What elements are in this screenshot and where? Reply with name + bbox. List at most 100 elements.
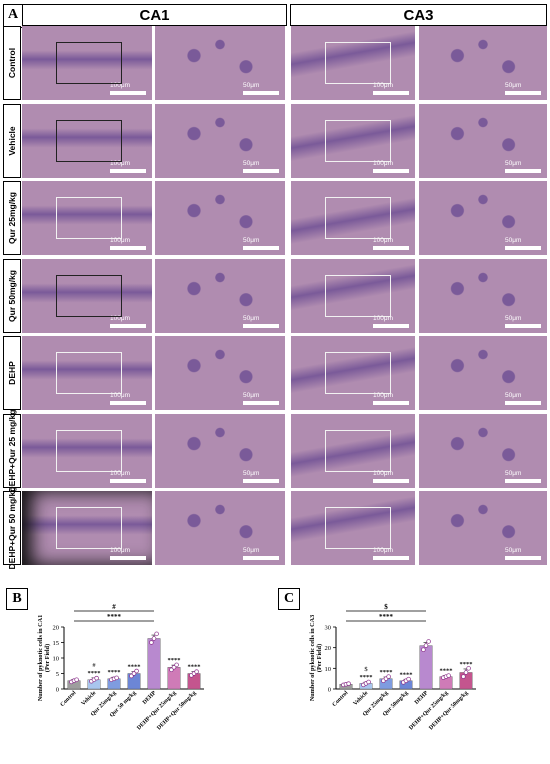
scale-bar bbox=[243, 91, 279, 95]
data-point bbox=[461, 674, 466, 679]
micrograph-ca1-high-1 bbox=[155, 103, 285, 178]
micrograph-ca1-low-4 bbox=[22, 336, 152, 410]
data-point bbox=[154, 631, 159, 637]
panel-letter-c: C bbox=[278, 588, 300, 610]
micrograph-ca3-high-6 bbox=[419, 491, 547, 565]
y-axis-label-line: (Per Field) bbox=[44, 644, 51, 672]
significance-bracket-label: $ bbox=[384, 603, 388, 611]
micrograph-ca1-low-5 bbox=[22, 413, 152, 488]
y-tick-label: 5 bbox=[56, 671, 59, 678]
scale-bar bbox=[243, 168, 279, 173]
scale-bar bbox=[110, 91, 146, 95]
data-point bbox=[446, 673, 451, 678]
micrograph-ca3-high-2 bbox=[419, 181, 547, 255]
y-axis-label-line: (Per Field) bbox=[316, 644, 323, 672]
bar-annotation-symbol: # bbox=[92, 662, 96, 669]
bar-4 bbox=[147, 638, 161, 690]
data-point bbox=[131, 671, 137, 676]
micrograph-ca1-high-3 bbox=[155, 258, 285, 333]
micrograph-ca1-high-5 bbox=[155, 413, 285, 488]
micrograph-ca3-high-1 bbox=[419, 103, 547, 178]
row-label-text: Qur 25mg/kg bbox=[7, 192, 17, 244]
bar-annotation-stars: **** bbox=[460, 661, 473, 668]
micrograph-ca3-low-3 bbox=[291, 258, 415, 333]
data-point bbox=[421, 647, 426, 652]
bar-annotation-stars: **** bbox=[360, 674, 373, 681]
region-of-interest-box bbox=[325, 274, 391, 317]
scale-bar bbox=[373, 478, 409, 483]
x-tick-label-4: DEHP bbox=[142, 690, 158, 706]
micrograph-ca1-low-6 bbox=[22, 491, 152, 565]
bar-annotation-stars: **** bbox=[108, 669, 121, 676]
panel-letter-a: A bbox=[3, 4, 23, 28]
scale-bar-label: 100μm bbox=[110, 547, 131, 554]
region-of-interest-box bbox=[325, 352, 391, 394]
data-point bbox=[171, 665, 177, 670]
scale-bar-label: 50μm bbox=[243, 392, 260, 399]
bar-annotation-stars: **** bbox=[128, 664, 141, 671]
x-tick-label-6: DEHP+Qur 50mg/kg bbox=[428, 690, 469, 731]
y-tick-label: 0 bbox=[328, 687, 331, 694]
row-label-4: DEHP bbox=[3, 336, 21, 410]
x-tick-label-1: Vehicle bbox=[353, 690, 370, 707]
bar-annotation-stars: **** bbox=[188, 664, 201, 671]
row-label-1: Vehicle bbox=[3, 103, 21, 178]
micrograph-ca3-low-2 bbox=[291, 181, 415, 255]
scale-bar-label: 100μm bbox=[110, 314, 131, 322]
data-point bbox=[426, 639, 431, 644]
data-point bbox=[169, 667, 174, 673]
y-axis-label: Number of pyknotic cells in CA3(Per Fiel… bbox=[309, 615, 323, 701]
data-point bbox=[149, 640, 154, 645]
y-tick-label: 20 bbox=[53, 625, 60, 632]
micrograph-ca3-high-5 bbox=[419, 413, 547, 488]
significance-bracket-label: **** bbox=[107, 613, 122, 621]
micrograph-ca1-low-3 bbox=[22, 258, 152, 333]
data-point bbox=[423, 643, 429, 648]
scale-bar-label: 100μm bbox=[373, 547, 394, 554]
scale-bar bbox=[373, 246, 409, 250]
row-label-3: Qur 50mg/kg bbox=[3, 258, 21, 333]
region-header-ca3: CA3 bbox=[290, 4, 547, 26]
scale-bar-label: 100μm bbox=[110, 392, 131, 399]
region-of-interest-box bbox=[56, 119, 122, 162]
scale-bar bbox=[243, 478, 279, 483]
scale-bar bbox=[505, 323, 541, 328]
region-of-interest-box bbox=[325, 507, 391, 549]
scale-bar bbox=[505, 556, 541, 560]
scale-bar-label: 100μm bbox=[373, 469, 394, 477]
scale-bar bbox=[110, 556, 146, 560]
scale-bar bbox=[373, 168, 409, 173]
scale-bar-label: 100μm bbox=[110, 237, 131, 244]
panel-letter-b: B bbox=[6, 588, 28, 610]
bar-annotation-stars: **** bbox=[400, 671, 413, 678]
scale-bar-label: 50μm bbox=[505, 314, 522, 322]
bar-annotation-stars: **** bbox=[440, 667, 453, 674]
scale-bar bbox=[110, 246, 146, 250]
scale-bar-label: 50μm bbox=[505, 392, 522, 399]
x-tick-label-0: Control bbox=[60, 690, 78, 708]
scale-bar bbox=[110, 323, 146, 328]
micrograph-ca3-low-4 bbox=[291, 336, 415, 410]
scale-bar bbox=[243, 323, 279, 328]
data-point bbox=[466, 666, 471, 671]
data-point bbox=[94, 675, 99, 681]
micrograph-ca3-low-6 bbox=[291, 491, 415, 565]
bar-annotation-stars: **** bbox=[88, 670, 101, 677]
row-label-text: DEHP+Qur 50 mg/kg bbox=[7, 486, 17, 570]
scale-bar bbox=[243, 556, 279, 560]
scale-bar-label: 50μm bbox=[505, 469, 522, 477]
data-point bbox=[463, 670, 469, 675]
scale-bar-label: 50μm bbox=[505, 159, 522, 167]
bar-annotation-symbol: $ bbox=[364, 666, 368, 673]
y-tick-label: 30 bbox=[325, 625, 332, 632]
micrograph-ca1-high-2 bbox=[155, 181, 285, 255]
x-tick-label-4: DEHP bbox=[414, 690, 430, 706]
scale-bar bbox=[373, 401, 409, 405]
scale-bar-label: 50μm bbox=[505, 547, 522, 554]
data-point bbox=[114, 675, 119, 681]
x-tick-label-6: DEHP+Qur 50mg/kg bbox=[156, 690, 197, 731]
region-of-interest-box bbox=[325, 429, 391, 472]
scale-bar-label: 100μm bbox=[373, 392, 394, 399]
scale-bar-label: 100μm bbox=[373, 82, 394, 89]
region-of-interest-box bbox=[56, 274, 122, 317]
